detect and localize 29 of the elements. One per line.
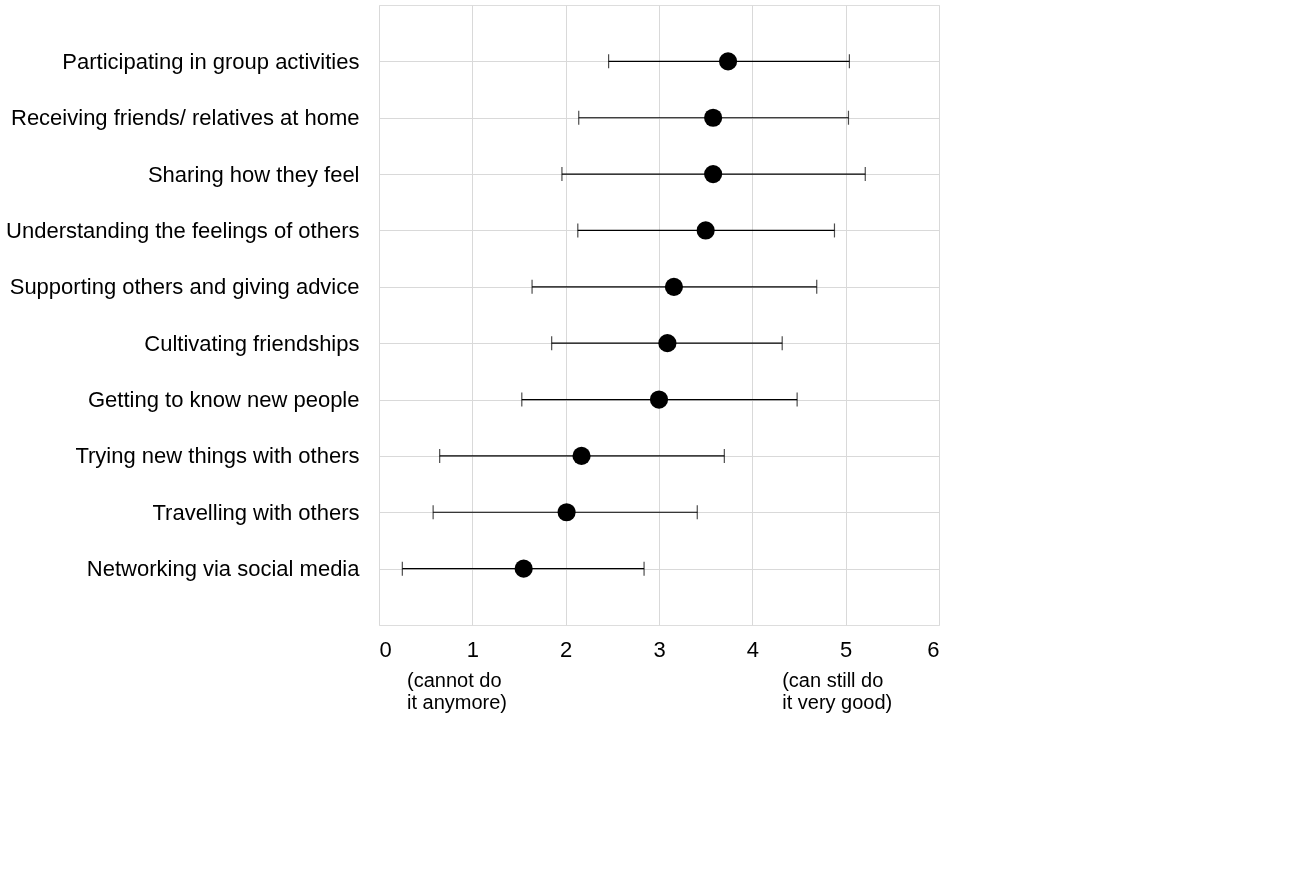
x-tick-label: 2 bbox=[560, 636, 573, 662]
text: (can still do it very good) bbox=[782, 669, 893, 713]
point bbox=[718, 52, 738, 71]
y-tick-label: Understanding the feelings of others bbox=[6, 217, 360, 243]
point bbox=[704, 108, 723, 127]
x-tick-label: 3 bbox=[653, 636, 666, 662]
x-tick-label: 4 bbox=[746, 636, 759, 662]
y-tick-label: Networking via social media bbox=[86, 556, 361, 582]
y-tick-label: Participating in group activities bbox=[62, 48, 360, 74]
y-tick-label: Supporting others and giving advice bbox=[9, 274, 360, 300]
y-tick-label: Receiving friends/ relatives at home bbox=[11, 105, 360, 131]
x-tick-label: 0 bbox=[379, 636, 392, 662]
y-tick-label: Getting to know new people bbox=[87, 387, 360, 413]
point bbox=[557, 503, 576, 522]
y-tick-label: Sharing how they feel bbox=[147, 161, 360, 187]
y-tick-label: Travelling with others bbox=[152, 499, 360, 525]
text: (cannot do it anymore) bbox=[407, 669, 508, 713]
point bbox=[658, 334, 677, 353]
point bbox=[664, 277, 684, 296]
x-tick-label: 6 bbox=[927, 636, 940, 662]
x-tick-label: 1 bbox=[466, 636, 479, 662]
point bbox=[572, 446, 591, 465]
y-tick-label: Cultivating friendships bbox=[144, 330, 360, 356]
y-tick-label: Trying new things with others bbox=[75, 443, 360, 469]
x-tick-label: 5 bbox=[840, 636, 853, 662]
point bbox=[649, 390, 669, 409]
point bbox=[696, 221, 715, 240]
point bbox=[704, 165, 723, 184]
point bbox=[514, 559, 533, 578]
